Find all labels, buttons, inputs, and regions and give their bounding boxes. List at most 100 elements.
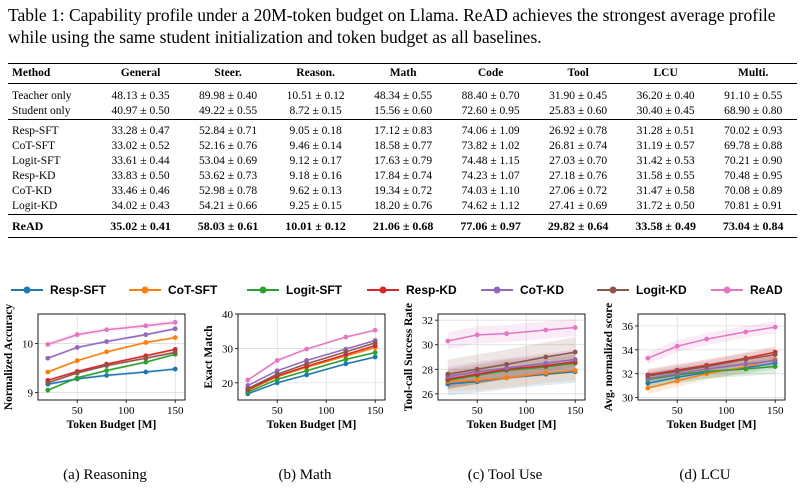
table-cell: 9.62 ± 0.13 (289, 185, 342, 197)
table-cell: 15.56 ± 0.60 (374, 105, 433, 117)
data-point-logit-kd (445, 371, 451, 377)
series-line-logit-kd (47, 351, 176, 384)
method-cell: ReAD (8, 214, 97, 238)
data-point-logit-kd (572, 349, 578, 355)
data-point-logit-sft (74, 375, 80, 381)
table-cell: 35.02 ± 0.41 (96, 214, 185, 238)
table-cell: 9.12 ± 0.17 (289, 155, 342, 167)
table-cell: 26.92 ± 0.78 (534, 119, 622, 139)
data-point-resp-sft (143, 369, 149, 375)
table-row: Resp-KD 33.83 ± 0.50 53.62 ± 0.73 9.18 ± 0.… (8, 169, 797, 184)
y-tick-label: 28 (422, 364, 434, 376)
data-point-logit-kd (772, 352, 778, 358)
table-row: Logit-KD 34.02 ± 0.43 54.21 ± 0.66 9.25 ± 0… (8, 199, 797, 215)
data-point-cot-sft (474, 377, 480, 383)
method-cell: Logit-KD (12, 200, 58, 212)
table-row: CoT-SFT 33.02 ± 0.52 52.16 ± 0.76 9.46 ± 0.… (8, 139, 797, 154)
y-tick-label: 40 (222, 309, 234, 321)
tool-use-chart: 50 100 150 26 28 30 32 Token Budget [M] Tool-cal… (403, 303, 586, 431)
x-tick-label: 150 (367, 405, 384, 417)
table-cell: 27.06 ± 0.72 (549, 185, 608, 197)
data-point-read (274, 358, 280, 363)
y-tick-label: 10 (22, 338, 34, 350)
subcaption-tool-use: (c) Tool Use (467, 467, 543, 483)
data-point-cot-sft (572, 368, 578, 373)
table-cell: 31.58 ± 0.55 (636, 170, 695, 182)
legend-swatch (597, 286, 629, 294)
table-cell: 8.72 ± 0.15 (289, 105, 342, 117)
legend-item-read: ReAD (710, 283, 783, 297)
data-point-logit-sft (274, 376, 280, 382)
data-point-logit-kd (245, 386, 251, 392)
table-cell: 34.02 ± 0.43 (111, 200, 170, 212)
table-cell: 31.28 ± 0.51 (621, 119, 710, 139)
reasoning-chart: 50 100 150 9 10 Token Budget [M] Normalized Ac… (3, 304, 186, 431)
data-point-logit-sft (343, 357, 349, 362)
data-point-logit-kd (474, 366, 480, 372)
table-cell: 33.58 ± 0.49 (621, 214, 710, 238)
y-tick-label: 32 (422, 315, 433, 327)
table-cell: 36.20 ± 0.40 (636, 90, 695, 102)
y-axis-label: Exact Match (203, 325, 215, 389)
y-axis-label: Tool-call Success Rate (403, 303, 415, 411)
data-point-cot-sft (104, 349, 109, 355)
data-point-read (143, 323, 149, 329)
data-point-cot-kd (74, 345, 80, 350)
data-point-cot-sft (45, 369, 51, 375)
data-point-read (645, 355, 651, 361)
table-cell: 9.46 ± 0.14 (289, 140, 342, 152)
data-point-resp-sft (372, 354, 378, 360)
data-point-read (172, 319, 178, 325)
table-cell: 52.16 ± 0.76 (199, 140, 258, 152)
table-cell: 17.63 ± 0.79 (374, 155, 433, 167)
legend-swatch (481, 286, 513, 294)
data-point-logit-kd (743, 356, 749, 362)
plot-frame (437, 313, 586, 401)
y-axis-label: Normalized Accuracy (3, 304, 15, 411)
method-cell: Logit-SFT (12, 155, 61, 167)
table-cell: 74.23 ± 1.07 (461, 170, 520, 182)
data-point-logit-sft (743, 366, 749, 372)
table-cell: 89.98 ± 0.40 (199, 90, 258, 102)
data-point-read (474, 332, 480, 338)
legend-swatch (247, 286, 279, 294)
table-cell: 88.40 ± 0.70 (461, 90, 520, 102)
legend-label: Logit-KD (636, 283, 687, 297)
subcaption-lcu: (d) LCU (679, 467, 731, 483)
data-point-logit-kd (45, 380, 51, 386)
x-axis-label: Token Budget [M] (267, 419, 357, 431)
legend-swatch (129, 286, 161, 294)
method-cell: CoT-SFT (12, 140, 56, 152)
table-cell: 19.34 ± 0.72 (374, 185, 433, 197)
data-point-read (772, 324, 778, 330)
data-point-read (104, 327, 109, 333)
legend-item-resp-kd: Resp-KD (366, 283, 457, 297)
data-point-cot-sft (143, 340, 149, 345)
table-cell: 18.58 ± 0.77 (374, 140, 433, 152)
table-caption: Table 1: Capability profile under a 20M-… (8, 5, 776, 47)
table-cell: 49.22 ± 0.55 (199, 105, 258, 117)
data-point-logit-kd (704, 364, 709, 369)
data-point-read (704, 336, 709, 342)
method-cell: CoT-KD (12, 185, 52, 197)
y-tick-label: 32 (622, 369, 633, 381)
table-cell: 29.82 ± 0.64 (534, 214, 622, 238)
data-point-logit-kd (645, 373, 651, 379)
legend-item-logit-kd: Logit-KD (596, 283, 687, 297)
data-point-read (572, 325, 578, 330)
band-read (447, 318, 576, 350)
table-cell: 21.06 ± 0.68 (359, 214, 447, 238)
table-row: Teacher only 48.13 ± 0.35 89.98 ± 0.40 10.5… (8, 84, 797, 105)
data-point-logit-sft (45, 387, 51, 393)
data-point-logit-kd (543, 354, 549, 360)
table-cell: 26.81 ± 0.74 (549, 140, 608, 152)
table-cell: 27.18 ± 0.76 (549, 170, 608, 182)
table-cell: 30.40 ± 0.45 (636, 105, 695, 117)
band-cot-sft (647, 353, 776, 395)
data-point-read (543, 327, 549, 333)
y-tick-label: 30 (422, 340, 434, 352)
data-point-logit-kd (172, 349, 178, 355)
y-tick-label: 34 (622, 345, 634, 357)
header-multi: Multi. (709, 63, 797, 84)
y-tick-label: 30 (622, 393, 634, 405)
